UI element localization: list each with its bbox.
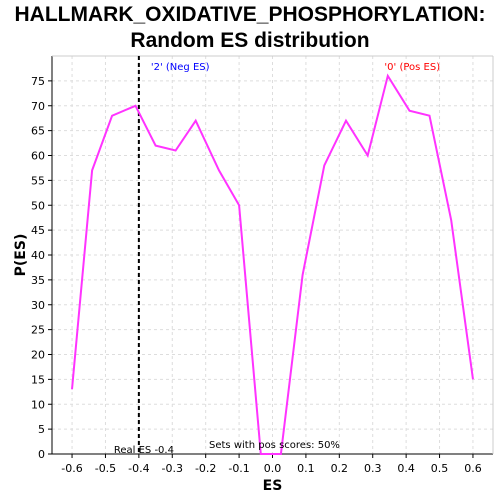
- y-tick-label: 45: [31, 224, 45, 237]
- tick-labels: 0 5 10 15 20 25 30 35 40 45 50 55 60 65 70 75 -0.6 -0.5 -0…: [31, 75, 482, 475]
- y-tick-label: 65: [31, 125, 45, 138]
- x-tick-label: 0.6: [464, 462, 482, 475]
- x-tick-label: 0.1: [297, 462, 315, 475]
- x-tick-label: 0.0: [264, 462, 282, 475]
- grid-lines: [52, 56, 493, 454]
- series-line: [71, 73, 474, 455]
- x-tick-label: 0.2: [331, 462, 349, 475]
- y-tick-label: 30: [31, 299, 45, 312]
- x-tick-label: -0.4: [128, 462, 149, 475]
- y-tick-label: 15: [31, 373, 45, 386]
- y-tick-label: 25: [31, 324, 45, 337]
- neg-es-label: '2' (Neg ES): [151, 62, 210, 73]
- x-tick-label: 0.5: [431, 462, 449, 475]
- y-tick-label: 50: [31, 199, 45, 212]
- chart-title-line1: HALLMARK_OXIDATIVE_PHOSPHORYLATION:: [14, 3, 486, 26]
- y-tick-label: 0: [38, 448, 45, 461]
- y-tick-label: 10: [31, 398, 45, 411]
- x-tick-label: 0.4: [397, 462, 415, 475]
- y-tick-label: 55: [31, 174, 45, 187]
- x-tick-label: -0.2: [195, 462, 216, 475]
- y-tick-label: 20: [31, 349, 45, 362]
- y-tick-label: 35: [31, 274, 45, 287]
- y-tick-label: 60: [31, 150, 45, 163]
- chart-title-line2: Random ES distribution: [130, 29, 370, 52]
- real-es-label: Real ES -0.4: [114, 445, 174, 456]
- y-tick-label: 75: [31, 75, 45, 88]
- x-tick-label: -0.1: [228, 462, 249, 475]
- y-tick-label: 5: [38, 423, 45, 436]
- x-tick-label: 0.3: [364, 462, 382, 475]
- x-tick-label: -0.3: [162, 462, 183, 475]
- y-axis-label: P(ES): [13, 234, 29, 277]
- pos-es-label: '0' (Pos ES): [384, 62, 440, 73]
- pos-scores-label: Sets with pos scores: 50%: [209, 440, 340, 451]
- x-tick-label: -0.6: [61, 462, 82, 475]
- y-tick-label: 40: [31, 249, 45, 262]
- x-axis-label: ES: [263, 478, 283, 494]
- y-tick-label: 70: [31, 100, 45, 113]
- chart-title: HALLMARK_OXIDATIVE_PHOSPHORYLATION: Rand…: [0, 2, 500, 54]
- x-tick-label: -0.5: [95, 462, 116, 475]
